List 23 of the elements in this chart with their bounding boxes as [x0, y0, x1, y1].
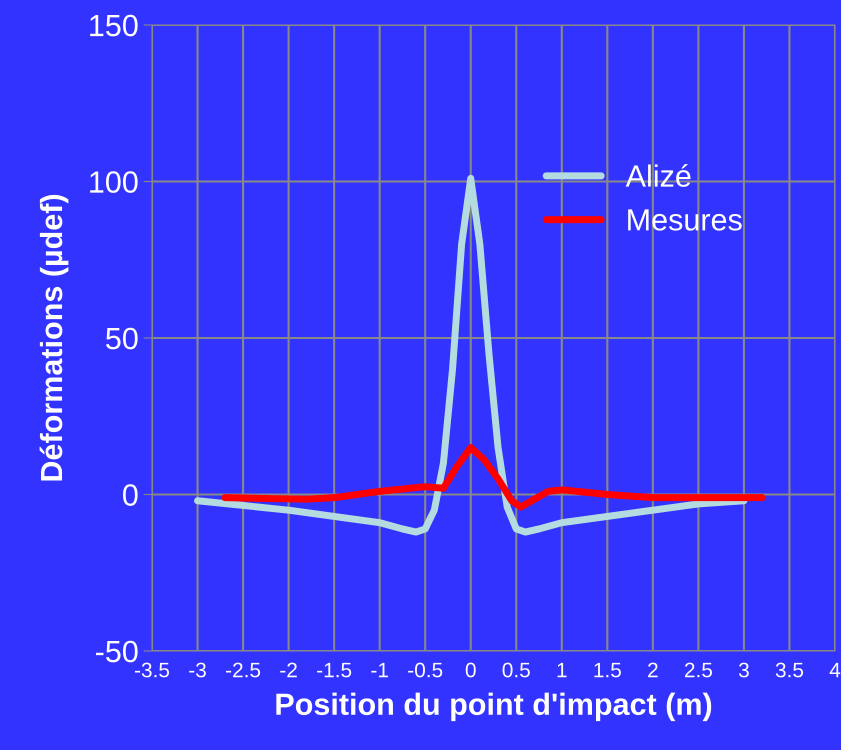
y-axis-title: Déformations (µdef) — [40, 194, 68, 481]
x-tick-label: -3.5 — [134, 662, 170, 678]
x-axis-title: Position du point d'impact (m) — [276, 692, 712, 722]
x-tick-label: 0 — [466, 662, 476, 678]
y-tick-label: -50 — [96, 640, 138, 662]
x-tick-label: 1.5 — [594, 662, 621, 678]
x-tick-label: 4 — [830, 662, 840, 678]
x-tick-label: 2.5 — [684, 662, 712, 678]
y-tick-label: 50 — [106, 328, 138, 350]
x-tick-label: 1 — [558, 662, 567, 678]
x-tick-label: -2 — [280, 662, 297, 678]
y-tick-label: 150 — [90, 14, 138, 36]
x-tick-label: 3.5 — [776, 662, 804, 678]
x-tick-label: 3 — [738, 662, 749, 678]
x-tick-label: -3 — [189, 662, 206, 678]
x-tick-label: -1.5 — [317, 662, 352, 678]
x-tick-label: 2 — [648, 662, 658, 678]
x-tick-label: -2.5 — [226, 662, 260, 678]
y-tick-label: 100 — [90, 171, 138, 193]
x-tick-label: -0.5 — [408, 662, 442, 678]
y-tick-label: 0 — [123, 484, 138, 506]
x-tick-label: 0.5 — [502, 662, 530, 678]
x-tick-label: -1 — [371, 662, 388, 678]
